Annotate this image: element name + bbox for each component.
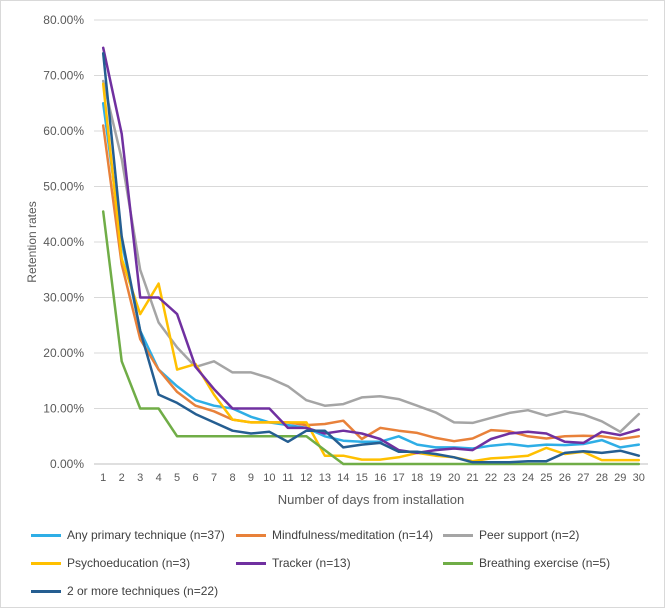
y-tick-label: 30.00%: [43, 291, 84, 305]
legend-swatch: [31, 562, 61, 565]
x-tick-labels: 1 2 3 4 5 6 7 8 9 10 11 12 13 14 15 16 17 18 19 20 21 22 23 24 2…: [100, 472, 645, 484]
series-line-2: [101, 124, 641, 443]
legend-swatch: [443, 562, 473, 565]
legend-swatch: [31, 590, 61, 593]
series-line-1: [101, 102, 641, 450]
legend-label: 2 or more techniques (n=22): [67, 584, 219, 598]
x-tick-label: 23: [503, 472, 515, 484]
y-tick-label: 0.00%: [50, 457, 84, 471]
x-tick-label: 13: [319, 472, 331, 484]
x-tick-label: 20: [448, 472, 460, 484]
series-line-5: [101, 46, 641, 455]
legend-label: Tracker (n=13): [272, 556, 351, 570]
x-tick-label: 10: [263, 472, 275, 484]
x-tick-label: 18: [411, 472, 423, 484]
series-lines: [101, 46, 641, 466]
y-tick-label: 20.00%: [43, 346, 84, 360]
x-tick-label: 24: [522, 472, 534, 484]
series-line-6: [101, 210, 641, 466]
y-tick-labels: 0.00% 10.00% 20.00% 30.00% 40.00% 50.00% 60.00…: [43, 13, 84, 471]
x-tick-label: 1: [100, 472, 106, 484]
legend-label: Mindfulness/meditation (n=14): [272, 528, 434, 542]
legend-label: Breathing exercise (n=5): [479, 556, 611, 570]
x-tick-label: 21: [466, 472, 478, 484]
x-tick-label: 4: [156, 472, 162, 484]
legend-label: Psychoeducation (n=3): [67, 556, 191, 570]
y-tick-label: 50.00%: [43, 180, 84, 194]
legend-swatch: [236, 534, 266, 537]
y-tick-label: 80.00%: [43, 13, 84, 27]
x-tick-label: 27: [577, 472, 589, 484]
x-tick-label: 12: [300, 472, 312, 484]
y-tick-label: 40.00%: [43, 235, 84, 249]
line-chart: 0.00% 10.00% 20.00% 30.00% 40.00% 50.00% 60.00…: [25, 13, 648, 507]
x-axis-label: Number of days from installation: [278, 492, 464, 507]
x-tick-label: 17: [393, 472, 405, 484]
series-line-7: [101, 52, 641, 464]
y-axis-label: Retention rates: [25, 201, 39, 282]
x-tick-label: 6: [193, 472, 199, 484]
x-tick-label: 26: [559, 472, 571, 484]
series-line-3: [101, 79, 641, 434]
x-tick-label: 8: [229, 472, 235, 484]
legend-swatch: [443, 534, 473, 537]
x-tick-label: 3: [137, 472, 143, 484]
x-tick-label: 15: [356, 472, 368, 484]
legend-swatch: [31, 534, 61, 537]
legend-label: Any primary technique (n=37): [67, 528, 225, 542]
x-tick-label: 7: [211, 472, 217, 484]
x-tick-label: 28: [596, 472, 608, 484]
y-tick-label: 70.00%: [43, 69, 84, 83]
x-tick-label: 22: [485, 472, 497, 484]
x-tick-label: 9: [248, 472, 254, 484]
y-tick-label: 10.00%: [43, 402, 84, 416]
x-tick-label: 11: [282, 472, 293, 484]
x-tick-label: 29: [614, 472, 626, 484]
y-tick-label: 60.00%: [43, 124, 84, 138]
x-tick-label: 25: [540, 472, 552, 484]
x-tick-label: 16: [374, 472, 386, 484]
series-line-4: [101, 82, 641, 463]
x-tick-label: 19: [430, 472, 442, 484]
x-tick-label: 2: [119, 472, 125, 484]
legend-swatch: [236, 562, 266, 565]
legend-label: Peer support (n=2): [479, 528, 580, 542]
x-tick-label: 5: [174, 472, 180, 484]
x-tick-label: 30: [633, 472, 645, 484]
x-tick-label: 14: [337, 472, 349, 484]
